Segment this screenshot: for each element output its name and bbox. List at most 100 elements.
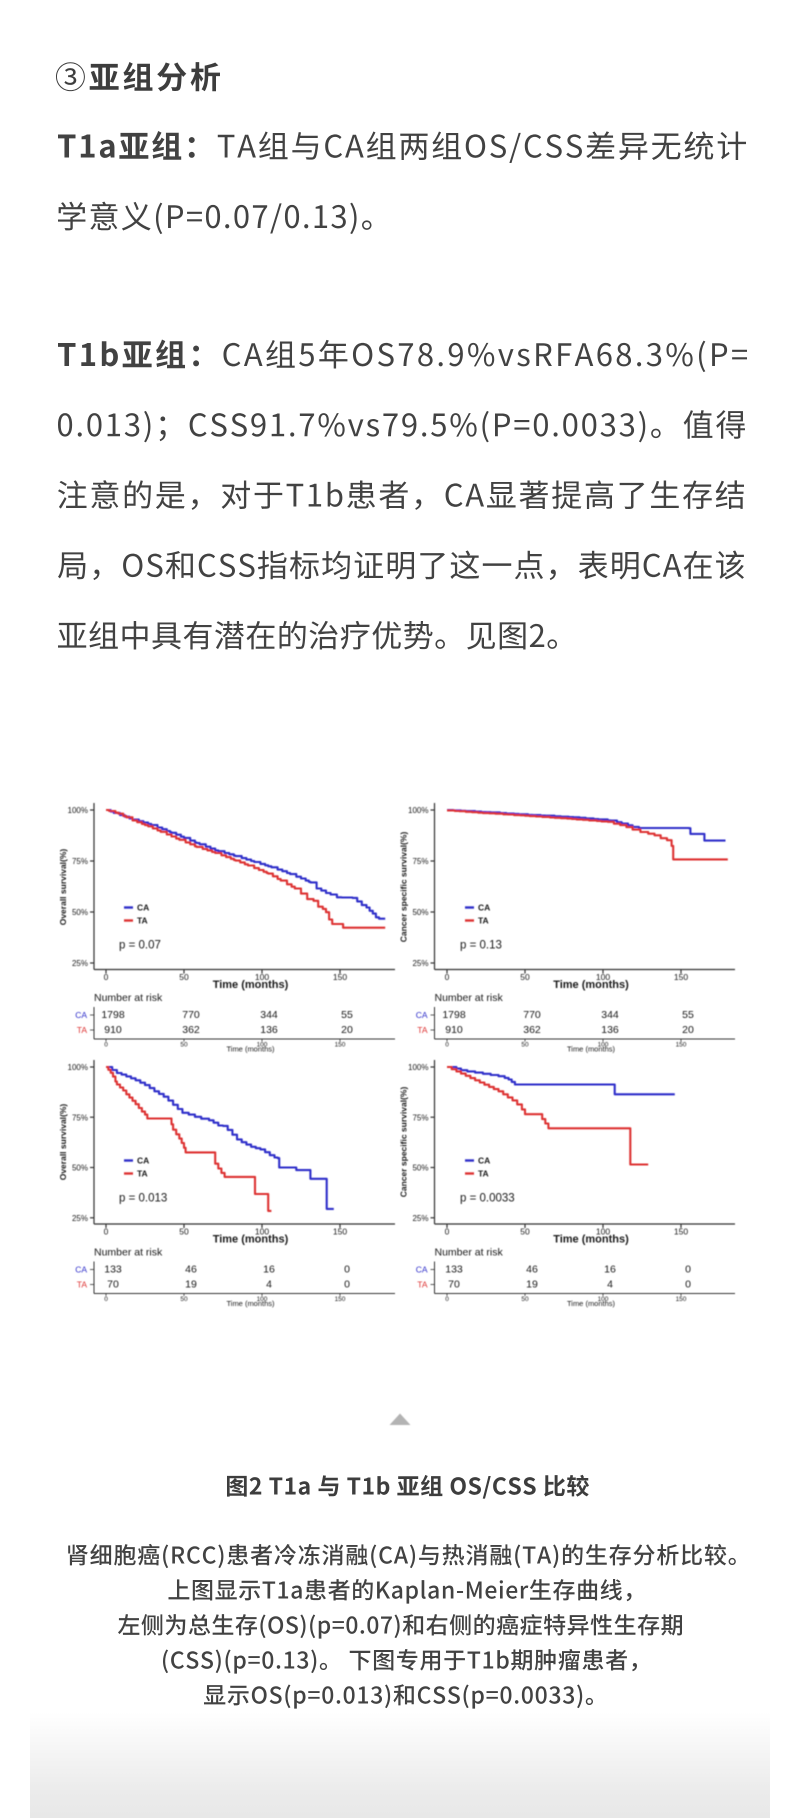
svg-text:50: 50 (520, 972, 530, 982)
svg-text:50: 50 (179, 972, 189, 982)
svg-text:100: 100 (598, 1296, 609, 1303)
svg-text:100%: 100% (68, 806, 88, 815)
svg-text:100: 100 (255, 1227, 269, 1237)
svg-text:133: 133 (445, 1264, 463, 1276)
svg-text:50: 50 (521, 1296, 529, 1303)
svg-text:50%: 50% (72, 908, 88, 917)
svg-text:CA: CA (75, 1265, 87, 1275)
svg-text:TA: TA (417, 1025, 428, 1035)
svg-text:19: 19 (185, 1279, 197, 1291)
svg-text:70: 70 (107, 1279, 119, 1291)
svg-text:Cancer specific survival(%): Cancer specific survival(%) (399, 832, 409, 943)
svg-text:p = 0.07: p = 0.07 (119, 940, 161, 952)
svg-text:50%: 50% (412, 1164, 428, 1173)
svg-text:75%: 75% (412, 857, 428, 866)
svg-text:75%: 75% (72, 1114, 88, 1123)
svg-text:Time (months): Time (months) (226, 1299, 275, 1308)
svg-text:TA: TA (77, 1280, 88, 1290)
svg-text:CA: CA (416, 1265, 428, 1275)
svg-text:70: 70 (448, 1279, 460, 1291)
svg-text:150: 150 (674, 972, 688, 982)
svg-text:0: 0 (445, 1042, 449, 1049)
svg-text:75%: 75% (412, 1114, 428, 1123)
svg-text:100: 100 (257, 1042, 268, 1049)
svg-text:TA: TA (137, 1169, 148, 1179)
svg-text:46: 46 (185, 1264, 197, 1276)
svg-text:136: 136 (260, 1024, 278, 1036)
svg-text:Overall survival(%): Overall survival(%) (58, 849, 68, 926)
svg-text:0: 0 (104, 1042, 108, 1049)
svg-text:0: 0 (344, 1279, 350, 1291)
svg-text:TA: TA (137, 916, 148, 926)
svg-text:0: 0 (104, 972, 109, 982)
svg-text:TA: TA (77, 1025, 88, 1035)
svg-text:1798: 1798 (442, 1009, 466, 1021)
svg-text:50%: 50% (412, 908, 428, 917)
svg-text:CA: CA (478, 903, 490, 913)
svg-text:25%: 25% (412, 1214, 428, 1223)
svg-text:CA: CA (416, 1010, 428, 1020)
svg-text:TA: TA (417, 1280, 428, 1290)
svg-text:Time (months): Time (months) (213, 1234, 289, 1246)
svg-text:0: 0 (104, 1227, 109, 1237)
svg-text:4: 4 (266, 1279, 272, 1291)
svg-text:25%: 25% (412, 959, 428, 968)
svg-text:0: 0 (445, 1227, 450, 1237)
svg-text:100%: 100% (408, 806, 428, 815)
svg-text:0: 0 (445, 972, 450, 982)
svg-text:150: 150 (676, 1296, 687, 1303)
svg-text:150: 150 (335, 1042, 346, 1049)
svg-text:50%: 50% (72, 1164, 88, 1173)
svg-text:Time (months): Time (months) (553, 979, 629, 991)
svg-text:770: 770 (182, 1009, 200, 1021)
svg-text:20: 20 (341, 1024, 353, 1036)
svg-text:Overall survival(%): Overall survival(%) (58, 1104, 68, 1181)
svg-text:25%: 25% (72, 959, 88, 968)
svg-text:CA: CA (75, 1010, 87, 1020)
svg-text:50: 50 (520, 1227, 530, 1237)
svg-text:CA: CA (478, 1156, 490, 1166)
svg-text:4: 4 (607, 1279, 613, 1291)
svg-text:50: 50 (180, 1296, 188, 1303)
svg-text:Time (months): Time (months) (226, 1045, 275, 1054)
svg-text:TA: TA (478, 916, 489, 926)
svg-text:75%: 75% (72, 857, 88, 866)
svg-text:50: 50 (180, 1042, 188, 1049)
svg-text:100: 100 (598, 1042, 609, 1049)
svg-text:p = 0.013: p = 0.013 (119, 1193, 167, 1205)
svg-text:136: 136 (601, 1024, 619, 1036)
svg-text:CA: CA (137, 903, 149, 913)
svg-text:25%: 25% (72, 1214, 88, 1223)
svg-text:344: 344 (601, 1009, 619, 1021)
svg-text:100: 100 (257, 1296, 268, 1303)
svg-text:0: 0 (104, 1296, 108, 1303)
svg-text:46: 46 (526, 1264, 538, 1276)
svg-text:Number at risk: Number at risk (94, 1247, 163, 1259)
svg-text:100%: 100% (408, 1063, 428, 1072)
svg-text:150: 150 (676, 1042, 687, 1049)
svg-text:p = 0.0033: p = 0.0033 (460, 1193, 515, 1205)
svg-text:Time (months): Time (months) (567, 1045, 616, 1054)
svg-text:0: 0 (445, 1296, 449, 1303)
svg-text:150: 150 (333, 972, 347, 982)
svg-text:55: 55 (341, 1009, 353, 1021)
svg-text:Cancer specific survival(%): Cancer specific survival(%) (399, 1087, 409, 1198)
svg-text:50: 50 (521, 1042, 529, 1049)
svg-text:16: 16 (263, 1264, 275, 1276)
svg-text:100: 100 (596, 1227, 610, 1237)
svg-text:TA: TA (478, 1169, 489, 1179)
svg-text:CA: CA (137, 1156, 149, 1166)
svg-text:100%: 100% (68, 1063, 88, 1072)
svg-text:770: 770 (523, 1009, 541, 1021)
svg-text:150: 150 (333, 1227, 347, 1237)
svg-text:Time (months): Time (months) (553, 1234, 629, 1246)
svg-text:910: 910 (445, 1024, 463, 1036)
svg-text:0: 0 (685, 1264, 691, 1276)
svg-text:362: 362 (523, 1024, 541, 1036)
svg-text:910: 910 (104, 1024, 122, 1036)
svg-text:Number at risk: Number at risk (94, 992, 163, 1004)
svg-text:133: 133 (104, 1264, 122, 1276)
svg-text:55: 55 (682, 1009, 694, 1021)
svg-text:Number at risk: Number at risk (435, 992, 504, 1004)
svg-text:19: 19 (526, 1279, 538, 1291)
